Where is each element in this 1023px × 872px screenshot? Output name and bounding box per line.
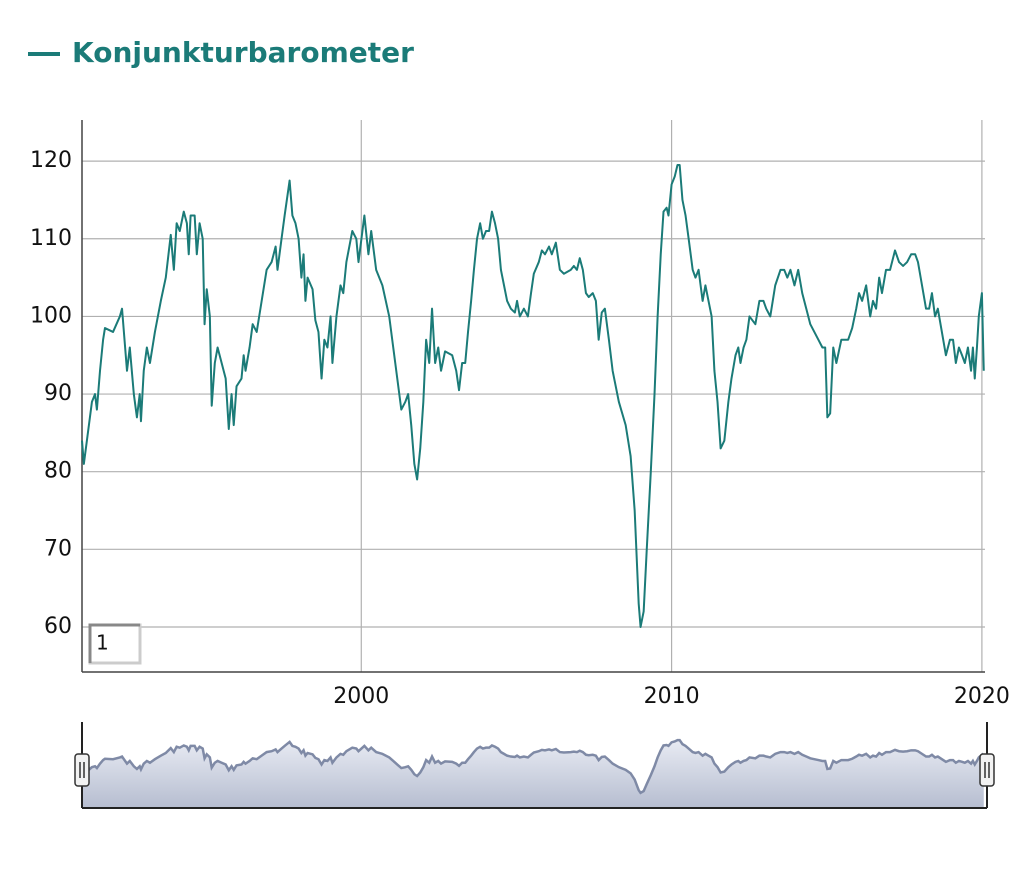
series-line — [81, 164, 985, 628]
navigator-handle-grip — [984, 762, 990, 778]
x-tick-label: 2020 — [954, 684, 1010, 709]
y-tick-label: 110 — [30, 226, 72, 251]
navigator-area — [82, 740, 984, 808]
navigator-handle-grip — [79, 762, 85, 778]
y-tick-label: 100 — [30, 303, 72, 328]
navigator-handle[interactable] — [74, 753, 90, 787]
navigator-handle[interactable] — [979, 753, 995, 787]
legend-label[interactable]: Konjunkturbarometer — [72, 36, 414, 69]
y-tick-label: 80 — [44, 459, 72, 484]
navigator-line — [80, 738, 985, 795]
y-tick-label: 120 — [30, 148, 72, 173]
x-tick-label: 2010 — [644, 684, 700, 709]
y-tick-label: 60 — [44, 614, 72, 639]
range-input-bevel — [88, 623, 140, 663]
y-tick-label: 70 — [44, 536, 72, 561]
range-input-text[interactable]: 1 — [96, 631, 109, 655]
y-tick-label: 90 — [44, 381, 72, 406]
x-tick-label: 2000 — [333, 684, 389, 709]
